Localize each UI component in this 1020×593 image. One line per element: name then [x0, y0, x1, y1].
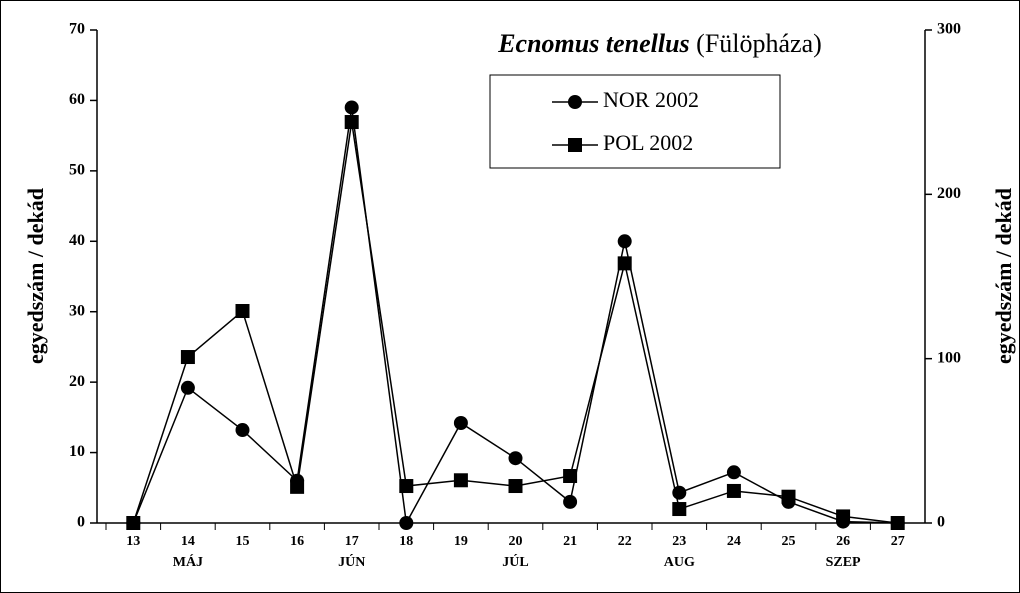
x-tick-label: 13: [126, 534, 140, 549]
x-tick-label: 23: [672, 534, 686, 549]
data-point: [890, 516, 905, 530]
x-tick-label: 25: [782, 534, 796, 549]
y-tick-label: 0: [77, 514, 85, 531]
y-tick-label: 60: [69, 91, 85, 108]
data-point: [453, 473, 468, 488]
data-point: [508, 479, 523, 494]
title: Ecnomus tenellus: [497, 29, 689, 58]
x-tick-label: 18: [399, 534, 413, 549]
y-tick-label: 40: [69, 232, 85, 249]
data-point: [344, 100, 359, 115]
y2-tick-label: 0: [937, 514, 945, 531]
data-point: [508, 451, 523, 466]
x-tick-label: 14: [181, 534, 195, 549]
data-point: [563, 494, 578, 509]
data-point: [563, 469, 578, 484]
legend-label: NOR 2002: [603, 87, 699, 112]
x-tick-label: 15: [236, 534, 250, 549]
data-point: [726, 465, 741, 480]
month-label: SZEP: [826, 555, 861, 570]
data-point: [399, 479, 414, 494]
y2-axis-label: egyedszám / dekád: [991, 188, 1016, 364]
data-point: [726, 483, 741, 498]
data-point: [235, 304, 250, 319]
data-point: [126, 516, 141, 530]
y2-tick-label: 200: [937, 185, 961, 202]
data-point: [290, 479, 305, 494]
legend-label: POL 2002: [603, 130, 693, 155]
data-point: [180, 350, 195, 365]
legend: [489, 74, 781, 169]
y-tick-label: 70: [69, 21, 85, 38]
y2-tick-label: 100: [937, 349, 961, 366]
chart-title: Ecnomus tenellus (Fülöpháza): [497, 29, 822, 58]
y-tick-label: 30: [69, 302, 85, 319]
month-label: JÚL: [502, 553, 528, 570]
x-tick-label: 19: [454, 534, 468, 549]
x-tick-label: 21: [563, 534, 577, 549]
data-point: [781, 489, 796, 504]
data-point: [453, 415, 468, 430]
y2-tick-label: 300: [937, 21, 961, 38]
month-label: AUG: [664, 555, 695, 570]
data-point: [399, 516, 414, 530]
legend-marker: [568, 95, 582, 109]
month-label: MÁJ: [173, 553, 203, 570]
data-point: [180, 380, 195, 395]
y-tick-label: 50: [69, 162, 85, 179]
x-tick-label: 26: [836, 534, 850, 549]
x-tick-label: 22: [618, 534, 632, 549]
data-point: [672, 502, 687, 517]
y-tick-label: 10: [69, 443, 85, 460]
data-point: [836, 509, 851, 524]
x-tick-label: 16: [290, 534, 304, 549]
x-tick-label: 20: [509, 534, 523, 549]
x-tick-label: 24: [727, 534, 741, 549]
data-point: [617, 234, 632, 249]
y-tick-label: 20: [69, 373, 85, 390]
legend-marker: [568, 138, 582, 152]
x-tick-label: 27: [891, 534, 905, 549]
x-tick-label: 17: [345, 534, 359, 549]
data-point: [617, 256, 632, 271]
data-point: [344, 115, 359, 130]
subtitle: (Fülöpháza): [696, 29, 822, 58]
month-label: JÚN: [338, 553, 365, 570]
data-point: [235, 423, 250, 438]
y-axis-label: egyedszám / dekád: [23, 188, 48, 364]
